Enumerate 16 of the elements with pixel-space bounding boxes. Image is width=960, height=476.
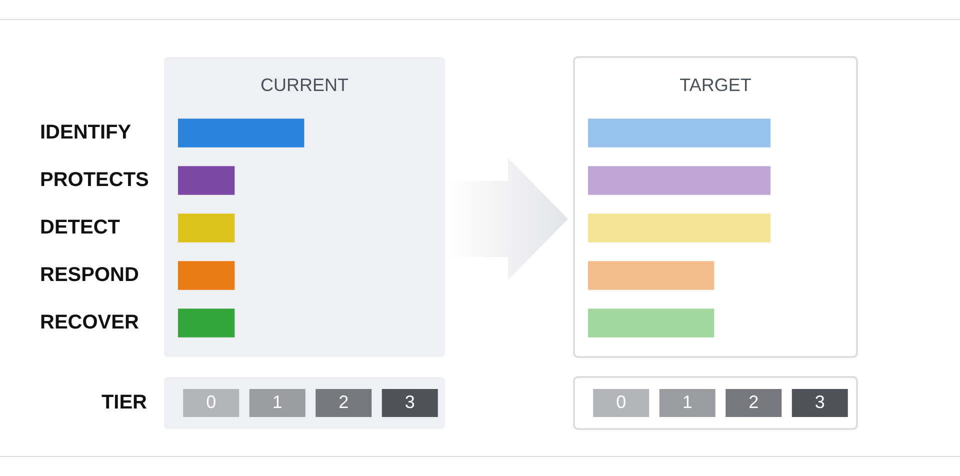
x-tick-label: 3 [814,392,825,412]
x-tick-label: 0 [206,392,216,412]
chart-title: TARGET [680,74,752,95]
y-tick-label: DETECT [40,216,120,239]
y-tick-label: IDENTIFY [40,122,132,144]
x-axis-title: TIER [101,392,148,414]
x-tick-label: 2 [338,392,349,412]
x-tick-label: 0 [616,392,626,412]
x-tick-label: 2 [748,392,759,412]
y-tick-label: RESPOND [40,264,139,286]
x-tick-label: 1 [682,392,692,412]
y-tick-label: PROTECTS [40,169,149,192]
x-tick-label: 3 [404,392,415,412]
chart-title: CURRENT [260,74,348,95]
x-tick-label: 1 [272,392,282,412]
y-tick-label: RECOVER [40,312,140,334]
